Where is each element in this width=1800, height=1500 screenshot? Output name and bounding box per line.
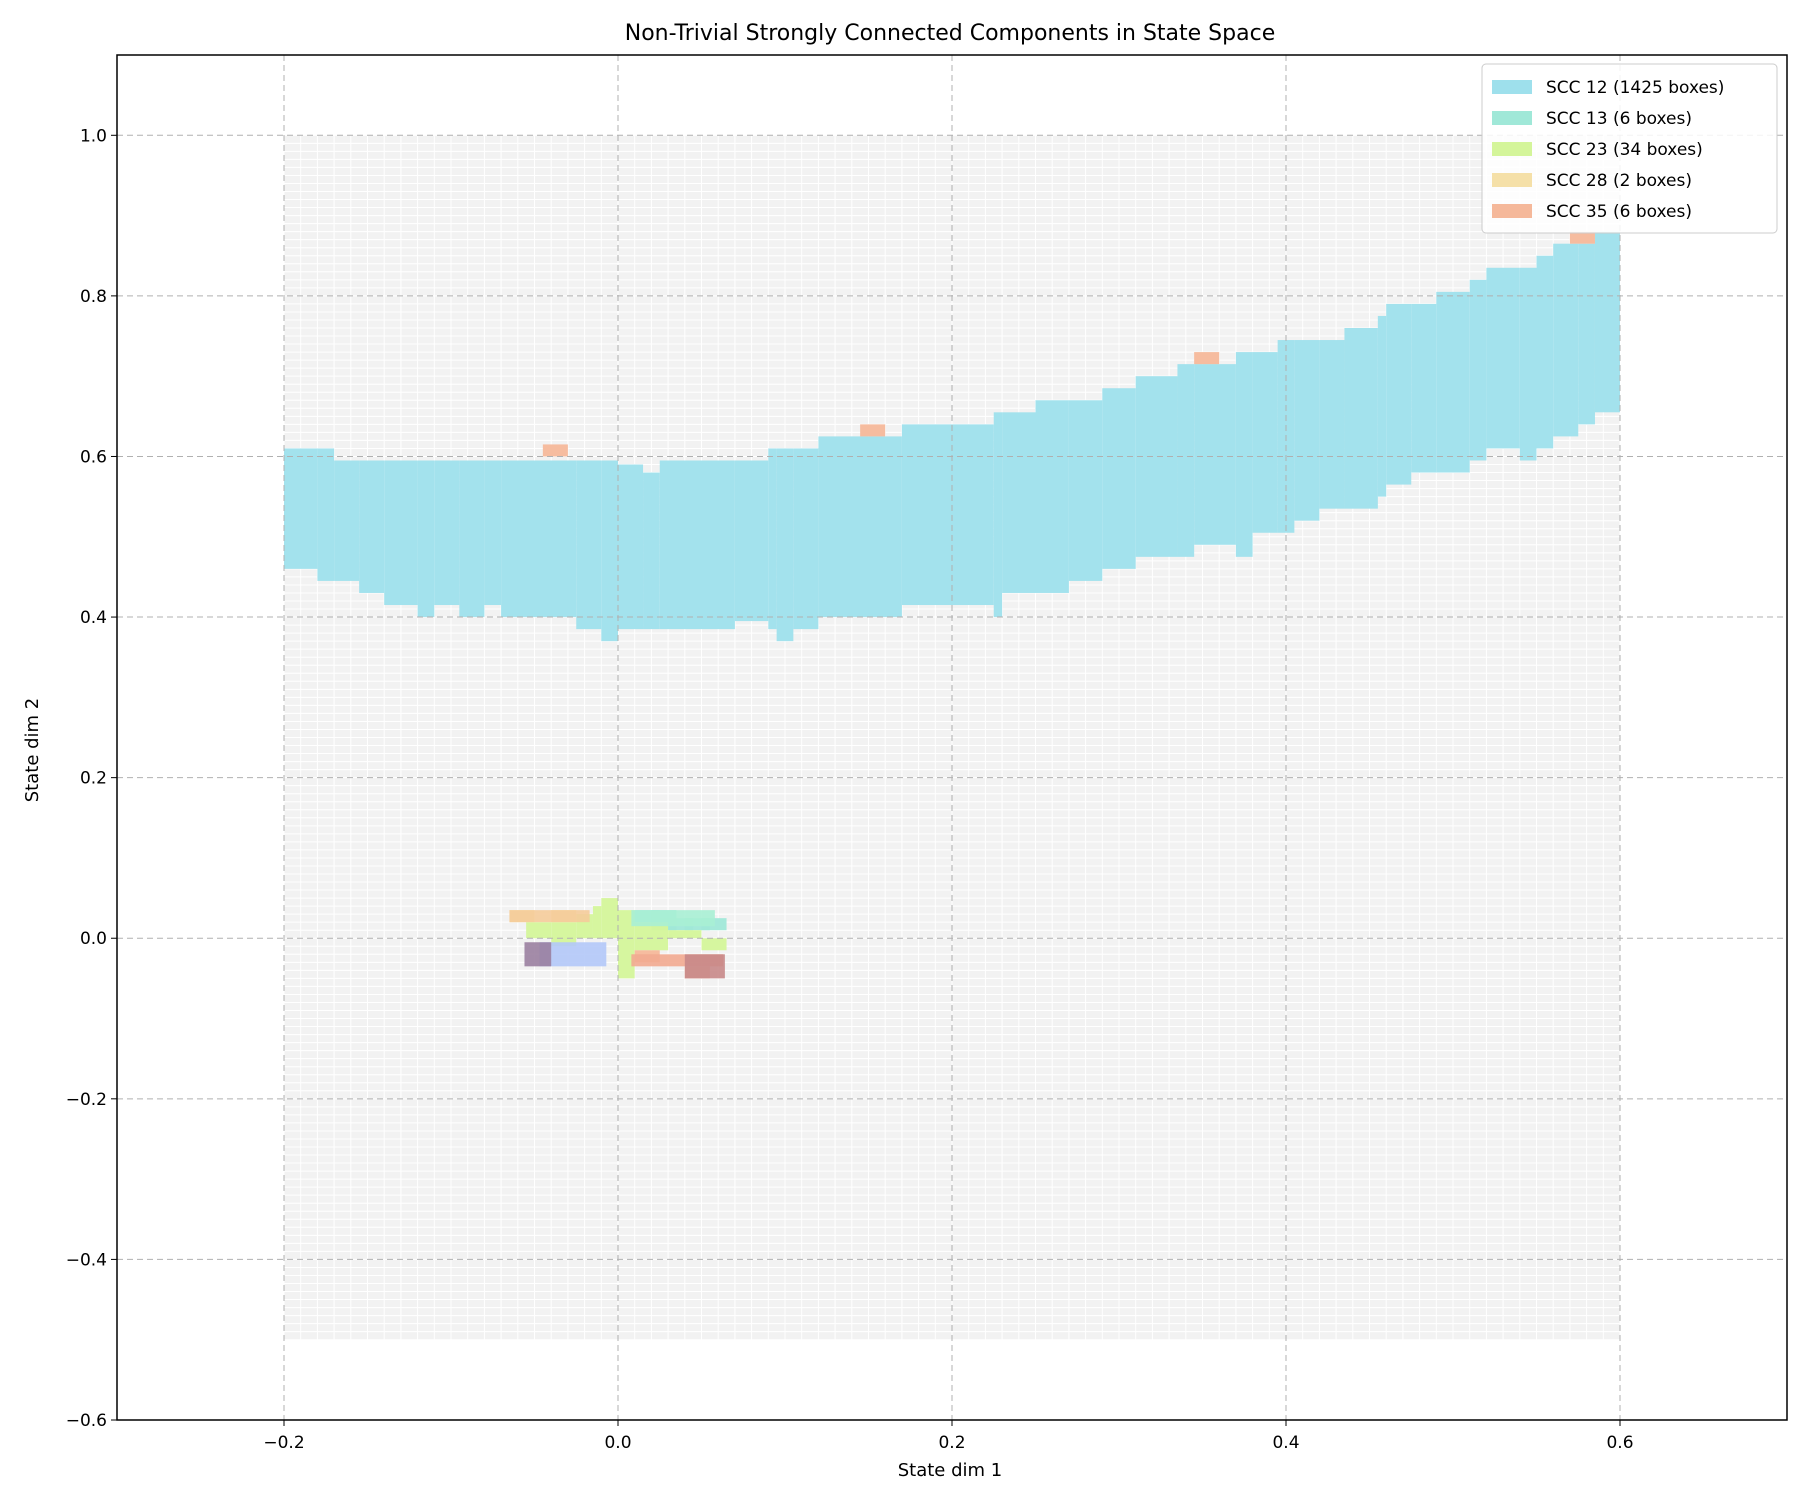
scc-series-0 bbox=[284, 231, 1620, 642]
scc-box-column bbox=[701, 460, 735, 630]
scc-box-column bbox=[701, 938, 727, 951]
legend-swatch bbox=[1492, 142, 1532, 156]
scc-overlap-patch bbox=[631, 910, 715, 927]
scc-box-column bbox=[1536, 255, 1554, 449]
legend-swatch bbox=[1492, 111, 1532, 125]
scc-box-column bbox=[317, 448, 335, 581]
legend-swatch bbox=[1492, 80, 1532, 94]
x-axis-label: State dim 1 bbox=[898, 1460, 1003, 1481]
x-tick-label: −0.2 bbox=[263, 1433, 304, 1453]
scc-box-column bbox=[993, 412, 1003, 618]
scc-box-column bbox=[659, 460, 702, 630]
scc-box-column bbox=[1377, 315, 1387, 497]
scc-box-column bbox=[1486, 267, 1520, 449]
scc-box-column bbox=[1252, 352, 1278, 533]
y-tick-label: −0.4 bbox=[66, 1250, 107, 1270]
scc-box-column bbox=[526, 922, 552, 939]
scc-box-column bbox=[868, 436, 902, 618]
scc-box-column bbox=[1102, 388, 1136, 569]
legend-entry: SCC 23 (34 boxes) bbox=[1546, 140, 1703, 160]
x-tick-label: 0.4 bbox=[1272, 1433, 1299, 1453]
scc-box-column bbox=[793, 448, 819, 630]
y-ticks: −0.6 −0.4 −0.2 0.0 0.2 0.4 0.6 0.8 1.0 bbox=[66, 126, 117, 1431]
scc-box-column bbox=[1294, 340, 1320, 521]
scc-box-column bbox=[284, 448, 318, 569]
scc-box-column bbox=[484, 460, 502, 606]
chart-title: Non-Trivial Strongly Connected Component… bbox=[625, 21, 1275, 46]
scc-box-column bbox=[1194, 364, 1236, 545]
scc-box-column bbox=[1578, 243, 1595, 425]
scc-overlap-patch bbox=[684, 954, 725, 979]
legend: SCC 12 (1425 boxes) SCC 13 (6 boxes) SCC 2… bbox=[1481, 63, 1778, 234]
scc-overlap-patches bbox=[509, 910, 725, 979]
x-tick-label: 0.6 bbox=[1606, 1433, 1633, 1453]
scc-series-2 bbox=[526, 898, 727, 979]
scc-box-column bbox=[1386, 303, 1412, 485]
legend-swatch bbox=[1492, 173, 1532, 187]
scc-box-column bbox=[384, 460, 418, 606]
legend-entry: SCC 12 (1425 boxes) bbox=[1546, 78, 1724, 98]
y-axis-label: State dim 2 bbox=[22, 698, 43, 803]
scc-box-column bbox=[776, 448, 794, 642]
scc-box-column bbox=[1519, 267, 1537, 461]
scc-box-column bbox=[1594, 231, 1620, 413]
x-tick-label: 0.0 bbox=[604, 1433, 631, 1453]
scc-box bbox=[1194, 352, 1220, 365]
scc-box-column bbox=[818, 436, 869, 618]
scc-box-column bbox=[1436, 291, 1470, 473]
scc-overlap-patch bbox=[524, 942, 552, 967]
y-tick-label: 0.0 bbox=[80, 929, 107, 949]
scc-box-column bbox=[601, 460, 618, 642]
scc-box-column bbox=[576, 460, 602, 630]
scc-box-column bbox=[1068, 400, 1103, 581]
scc-box-column bbox=[1319, 340, 1345, 509]
scc-box-column bbox=[459, 460, 485, 618]
scc-box-column bbox=[434, 460, 460, 606]
scc-box-column bbox=[901, 424, 952, 606]
scc-box-column bbox=[1035, 400, 1069, 593]
legend-entry: SCC 35 (6 boxes) bbox=[1546, 202, 1692, 222]
scc-box-column bbox=[501, 460, 535, 618]
scc-box-column bbox=[643, 472, 660, 630]
legend-entry: SCC 13 (6 boxes) bbox=[1546, 109, 1692, 129]
scc-box-column bbox=[592, 906, 602, 939]
scc-box-column bbox=[601, 898, 618, 939]
scc-overlap-patch bbox=[509, 910, 590, 923]
y-tick-label: 1.0 bbox=[80, 126, 107, 146]
legend-entry: SCC 28 (2 boxes) bbox=[1546, 171, 1692, 191]
scc-box-column bbox=[618, 910, 635, 979]
scc-box-column bbox=[534, 460, 577, 618]
scc-box-column bbox=[634, 922, 669, 951]
scc-box-column bbox=[768, 448, 777, 630]
scc-box bbox=[542, 444, 568, 457]
scc-box-column bbox=[952, 424, 994, 606]
y-tick-label: 0.2 bbox=[80, 769, 107, 789]
legend-swatch bbox=[1492, 204, 1532, 218]
scc-box-column bbox=[1411, 303, 1437, 473]
scc-box-column bbox=[618, 464, 644, 630]
legend-box bbox=[1481, 63, 1778, 234]
scc-box-column bbox=[417, 460, 435, 618]
y-tick-label: −0.6 bbox=[66, 1411, 107, 1431]
scc-box bbox=[1569, 231, 1595, 244]
scc-box-column bbox=[1553, 243, 1579, 437]
y-tick-label: 0.4 bbox=[80, 608, 107, 628]
y-tick-label: 0.6 bbox=[80, 447, 107, 467]
y-tick-label: −0.2 bbox=[66, 1090, 107, 1110]
y-tick-label: 0.8 bbox=[80, 287, 107, 307]
scc-box-column bbox=[1235, 352, 1253, 557]
scc-box-column bbox=[359, 460, 385, 593]
scc-box-column bbox=[1177, 364, 1195, 557]
x-tick-label: 0.2 bbox=[938, 1433, 965, 1453]
scc-box-column bbox=[1135, 376, 1178, 557]
scc-box-column bbox=[668, 930, 702, 939]
scc-box bbox=[860, 424, 886, 437]
scc-box-column bbox=[1469, 279, 1487, 461]
x-ticks: −0.2 0.0 0.2 0.4 0.6 bbox=[263, 1420, 1634, 1453]
scc-box-column bbox=[1344, 328, 1378, 509]
scc-box-column bbox=[334, 460, 360, 581]
scc-box-column bbox=[1002, 412, 1036, 593]
scc-box-column bbox=[734, 460, 769, 622]
